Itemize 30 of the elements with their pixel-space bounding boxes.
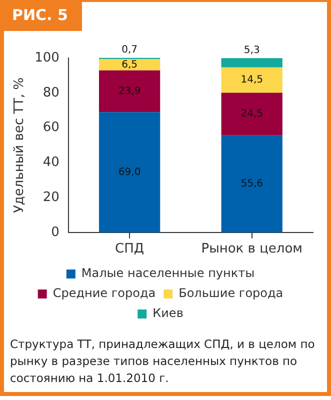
legend-label: Малые населенные пункты xyxy=(81,266,255,280)
bar xyxy=(221,92,282,136)
data-label: 55,6 xyxy=(240,178,263,190)
chart-title: РИС. 5 xyxy=(0,0,82,31)
data-label: 24,5 xyxy=(240,108,263,120)
y-tick-label: 20 xyxy=(42,190,60,205)
y-tick-label: 0 xyxy=(51,224,60,240)
bar xyxy=(98,70,160,112)
data-label: 0,7 xyxy=(122,44,138,56)
y-tick-label: 40 xyxy=(42,155,60,170)
y-tick-label: 80 xyxy=(42,85,60,100)
legend-label: Киев xyxy=(152,306,184,320)
bar xyxy=(98,112,160,232)
data-label: 69,0 xyxy=(118,166,141,178)
legend-label: Средние города xyxy=(52,286,156,300)
x-tick-label: СПД xyxy=(115,242,144,257)
data-label: 6,5 xyxy=(122,59,138,70)
y-tick-label: 60 xyxy=(42,120,60,136)
legend-label: Большие города xyxy=(178,286,284,300)
y-tick-label: 100 xyxy=(34,50,60,66)
x-tick-label: Рынок в целом xyxy=(201,242,302,257)
bar xyxy=(98,59,160,70)
data-label: 14,5 xyxy=(240,74,263,86)
text: Структура ТТ, принадлежащих СПД, и в целом по рынку в разрезе типов населенных пунктов по состоянию на 1.01.2010 г. xyxy=(10,336,316,387)
y-axis-title: Удельный вес ТТ, % xyxy=(12,77,28,214)
data-label: 23,9 xyxy=(118,86,141,97)
bar xyxy=(221,58,282,68)
bar xyxy=(221,135,282,232)
bar xyxy=(221,67,282,93)
data-label: 5,3 xyxy=(244,44,260,56)
